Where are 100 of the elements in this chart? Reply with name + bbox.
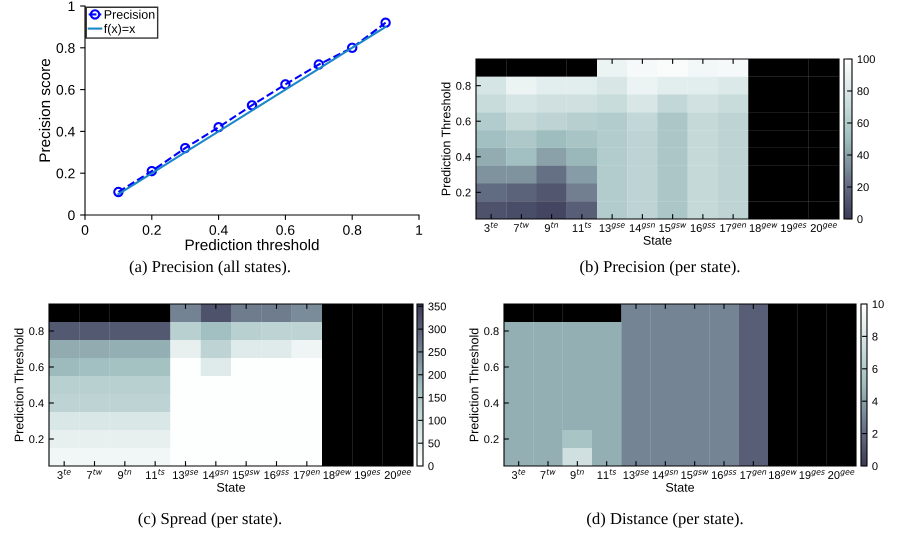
color-bar-label: 50: [428, 439, 440, 448]
color-bar-label: 100: [428, 416, 446, 424]
x-tick-label: 11$^{ts}$: [572, 222, 592, 232]
point: [180, 142, 190, 154]
x-tick-label: 1: [416, 225, 422, 235]
color-bar-label: 150: [428, 394, 446, 402]
x-tick-label: 7$^{tw}$: [87, 469, 102, 479]
x-tick-label: 16$^{gss}$: [690, 223, 716, 232]
x-tick-label: 17$^{gen}$: [720, 223, 746, 232]
legend-label: f(x)=x: [104, 24, 136, 36]
x-tick-label: 20$^{gee}$: [828, 470, 854, 479]
color-bar-label: 6: [872, 365, 878, 373]
x-tick-label: 16$^{gss}$: [264, 470, 289, 479]
point: [113, 186, 124, 198]
x-axis-title: State: [216, 482, 246, 492]
x-tick-label: 17$^{gen}$: [294, 470, 320, 479]
y-tick-label: 0.4: [56, 126, 75, 137]
y-tick-label: 0.6: [56, 84, 75, 95]
color-bar-label: 200: [428, 371, 446, 379]
x-tick-label: 7$^{tw}$: [514, 222, 530, 232]
x-axis-title: State: [643, 236, 672, 245]
color-bar-label: 0: [428, 462, 434, 470]
text: (c) Spread (per state).: [138, 512, 282, 528]
x-tick-label: 16$^{gss}$: [712, 470, 736, 479]
y-tick-label: 0.8: [29, 327, 44, 336]
text: (b) Precision (per state).: [580, 260, 740, 276]
legend-label: Precision: [104, 10, 154, 19]
x-tick-label: 15$^{gsw}$: [659, 223, 686, 232]
x-axis-title: State: [666, 482, 694, 492]
y-tick-label: 0.4: [456, 153, 471, 161]
y-tick-label: 0.6: [456, 117, 471, 126]
x-tick-label: 13$^{gse}$: [624, 470, 649, 479]
x-tick-label: 3$^{te}$: [484, 222, 498, 232]
point: [314, 59, 324, 70]
text: (a) Precision (all states).: [130, 260, 290, 276]
point: [213, 122, 224, 132]
y-tick-label: 0: [68, 210, 75, 220]
x-tick-label: 15$^{gsw}$: [681, 470, 708, 479]
y-tick-label: 0.8: [456, 82, 471, 90]
x-tick-label: 20$^{gee}$: [810, 223, 837, 232]
color-bar-label: 80: [857, 87, 869, 96]
color-bar-label: 100: [858, 55, 875, 64]
x-tick-label: 17$^{gen}$: [740, 470, 766, 479]
x-tick-label: 7$^{tw}$: [540, 469, 556, 479]
x-axis-title: Prediction threshold: [186, 239, 319, 250]
x-tick-label: 14$^{gsn}$: [652, 470, 678, 479]
y-tick-label: 0.2: [484, 435, 499, 444]
x-tick-label: 11$^{ts}$: [598, 469, 616, 479]
x-tick-label: 13$^{gse}$: [600, 223, 625, 232]
x-tick-label: 0.6: [276, 225, 294, 235]
x-tick-label: 18$^{gew}$: [750, 223, 778, 232]
color-bar-label: 20: [857, 183, 869, 192]
x-tick-label: 20$^{gee}$: [384, 470, 411, 479]
y-axis-title: Prediction Threshold: [441, 82, 450, 196]
x-tick-label: 0.2: [142, 225, 161, 235]
x-tick-label: 13$^{gse}$: [173, 470, 198, 479]
y-axis-title: Precision score: [38, 58, 50, 162]
point: [280, 79, 291, 90]
color-bar-label: 60: [857, 119, 869, 128]
color-bar-label: 300: [428, 325, 446, 334]
x-tick-label: 0.8: [343, 225, 362, 235]
color-bar-label: 40: [857, 151, 869, 160]
x-tick-label: 14$^{gsn}$: [203, 470, 228, 479]
y-tick-label: 1: [68, 1, 75, 12]
x-tick-label: 0.4: [209, 225, 228, 235]
y-tick-label: 0.2: [29, 435, 44, 444]
point: [246, 100, 258, 110]
x-tick-label: 9$^{tn}$: [544, 222, 558, 232]
x-tick-label: 18$^{gew}$: [769, 470, 797, 479]
text: (d) Distance (per state).: [587, 512, 743, 528]
point: [146, 166, 158, 176]
y-tick-label: 0.4: [29, 399, 44, 408]
x-tick-label: 19$^{ges}$: [781, 223, 806, 232]
y-tick-label: 0.2: [456, 188, 471, 196]
x-tick-label: 9$^{tn}$: [570, 469, 584, 479]
y-tick-label: 0.2: [56, 168, 75, 178]
x-tick-label: 11$^{ts}$: [146, 469, 165, 479]
color-bar-label: 250: [428, 348, 446, 356]
x-tick-label: 3$^{te}$: [512, 469, 526, 479]
color-bar-label: 8: [872, 332, 878, 341]
x-tick-label: 14$^{gsn}$: [630, 223, 655, 232]
y-tick-label: 0.4: [484, 399, 499, 408]
y-tick-label: 0.6: [29, 363, 44, 372]
x-tick-label: 19$^{ges}$: [355, 470, 380, 479]
x-tick-label: 9$^{tn}$: [118, 469, 132, 479]
y-axis-title: Prediction Threshold: [14, 328, 24, 442]
y-tick-label: 0.8: [484, 327, 499, 336]
y-axis-title: Prediction Threshold: [469, 328, 478, 442]
color-bar-label: 350: [428, 302, 446, 310]
x-tick-label: 0: [82, 225, 88, 235]
color-bar-label: 0: [857, 215, 863, 224]
y-tick-label: 0.6: [484, 363, 499, 372]
point: [380, 18, 391, 28]
x-tick-label: 19$^{ges}$: [800, 470, 825, 479]
point: [346, 42, 358, 54]
color-bar-label: 0: [872, 462, 878, 470]
x-tick-label: 18$^{gew}$: [324, 470, 352, 479]
color-bar-label: 4: [872, 398, 878, 406]
color-bar-label: 2: [872, 430, 878, 438]
color-bar-label: 10: [872, 300, 884, 308]
